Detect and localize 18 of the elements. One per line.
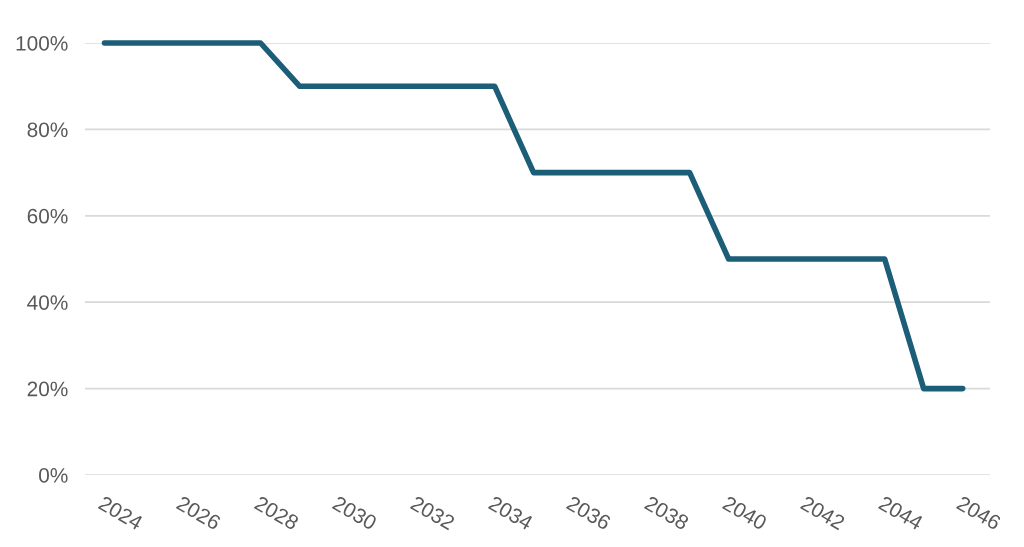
x-tick-label: 2046: [955, 495, 1002, 531]
x-tick-label: 2028: [253, 495, 300, 531]
y-tick-label: 0%: [39, 468, 68, 483]
x-tick-label: 2036: [565, 495, 612, 531]
x-tick-label: 2042: [799, 495, 846, 531]
y-tick-label: 20%: [27, 381, 68, 397]
x-tick-label: 2026: [175, 495, 222, 531]
y-tick-label: 100%: [16, 36, 68, 51]
x-tick-label: 2032: [409, 495, 456, 531]
x-tick-label: 2038: [643, 495, 690, 531]
y-tick-label: 40%: [27, 295, 68, 310]
x-tick-label: 2034: [487, 495, 534, 531]
x-tick-label: 2024: [97, 495, 144, 531]
y-tick-label: 60%: [27, 208, 68, 224]
x-tick-label: 2030: [331, 495, 378, 531]
y-tick-label: 80%: [27, 122, 68, 138]
x-tick-label: 2040: [721, 495, 768, 531]
x-tick-label: 2044: [877, 495, 925, 531]
